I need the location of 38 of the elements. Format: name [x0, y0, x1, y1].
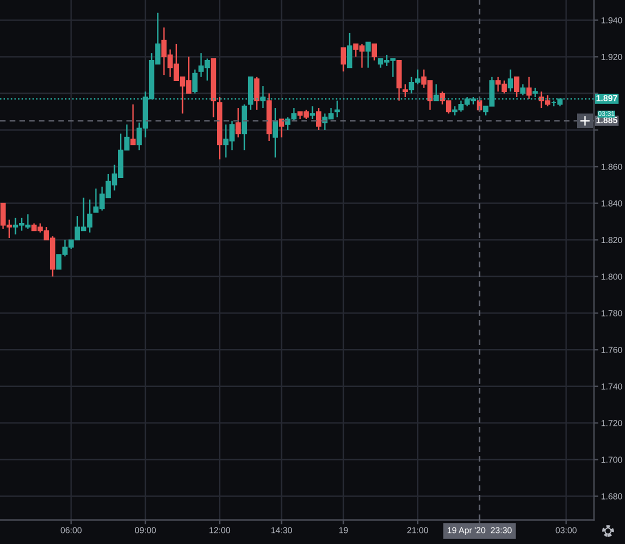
x-tick-label: 19	[339, 527, 348, 534]
candlestick	[508, 68, 514, 92]
candlestick	[402, 84, 408, 98]
candlestick	[272, 107, 278, 158]
x-tick-label: 03:00	[556, 527, 577, 534]
y-tick-label: 1.780	[602, 310, 622, 316]
y-tick-label: 1.720	[602, 420, 622, 426]
candlestick	[372, 43, 377, 62]
x-tick-label: 12:00	[210, 527, 230, 534]
candlestick	[278, 118, 284, 138]
candlestick	[340, 46, 346, 72]
y-tick-label: 1.740	[602, 383, 622, 390]
candlestick	[366, 41, 371, 68]
x-tick-label: 14:30	[271, 527, 292, 534]
y-tick-label: 1.680	[602, 493, 622, 500]
candlestick	[520, 84, 526, 96]
y-tick-label: 1.700	[602, 456, 622, 463]
y-tick-label: 1.860	[602, 164, 622, 170]
candlestick	[236, 107, 241, 138]
candlestick	[192, 68, 198, 94]
y-tick-label: 1.820	[602, 236, 622, 244]
candlestick	[346, 32, 352, 68]
x-tick-label: 19 Apr '20 23:30	[448, 527, 512, 535]
candlestick	[316, 107, 322, 131]
candlestick	[254, 76, 260, 111]
y-tick-label: 1.800	[602, 274, 622, 280]
y-tick-label: 1.940	[602, 17, 622, 24]
y-tick-label: 1.840	[602, 200, 622, 206]
candlestick	[130, 104, 136, 146]
y-tick-label: 1.760	[602, 346, 622, 353]
x-tick-label: 09:00	[134, 527, 156, 534]
candlestick	[514, 76, 520, 98]
y-tick-label: 1.920	[602, 54, 622, 60]
candlestick	[526, 76, 532, 100]
x-tick-label: 21:00	[407, 527, 428, 534]
candlestick	[310, 106, 316, 120]
x-tick-label: 06:00	[60, 527, 82, 534]
ref-line-label: 1.897	[596, 95, 618, 102]
